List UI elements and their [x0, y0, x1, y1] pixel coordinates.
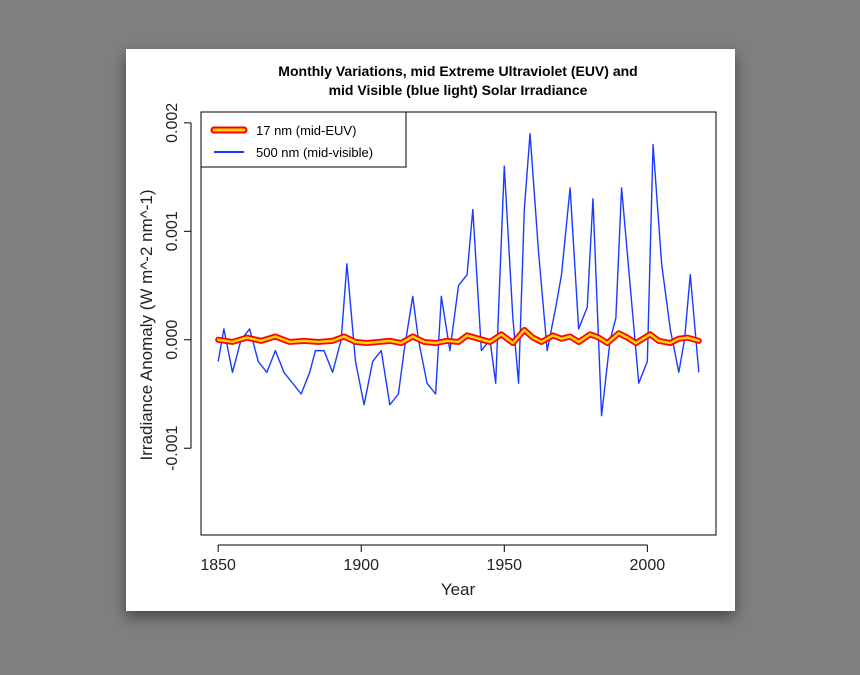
y-axis-title: Irradiance Anomaly (W m^-2 nm^-1)	[137, 189, 156, 460]
chart-svg: Monthly Variations, mid Extreme Ultravio…	[137, 63, 717, 599]
y-tick-label-0.000: 0.000	[164, 320, 181, 360]
figure-card: Monthly Variations, mid Extreme Ultravio…	[126, 49, 735, 611]
plot-frame	[200, 111, 717, 536]
x-axis-title: Year	[441, 580, 476, 599]
x-tick-label-1850: 1850	[200, 557, 236, 574]
x-tick-label-1950: 1950	[486, 557, 522, 574]
x-axis: 1850 1900 1950 2000	[200, 544, 666, 574]
y-axis: -0.001 0.000 0.001 0.002	[164, 103, 192, 471]
chart-title-line1: Monthly Variations, mid Extreme Ultravio…	[278, 63, 637, 79]
x-tick-label-1900: 1900	[343, 557, 379, 574]
series-layer	[215, 132, 702, 417]
chart-title-line2: mid Visible (blue light) Solar Irradianc…	[329, 82, 588, 98]
y-tick-label-0.002: 0.002	[164, 103, 181, 143]
x-tick-label-2000: 2000	[630, 557, 666, 574]
legend-box	[200, 111, 407, 168]
legend-label-visible: 500 nm (mid-visible)	[256, 145, 373, 160]
legend: 17 nm (mid-EUV) 500 nm (mid-visible)	[200, 111, 407, 168]
legend-label-euv: 17 nm (mid-EUV)	[256, 123, 356, 138]
y-tick-label-0.001: 0.001	[164, 211, 181, 251]
series-line-500nm	[217, 132, 700, 417]
series-line-17nm-inner	[216, 328, 701, 345]
y-tick-label--0.001: -0.001	[164, 425, 181, 470]
